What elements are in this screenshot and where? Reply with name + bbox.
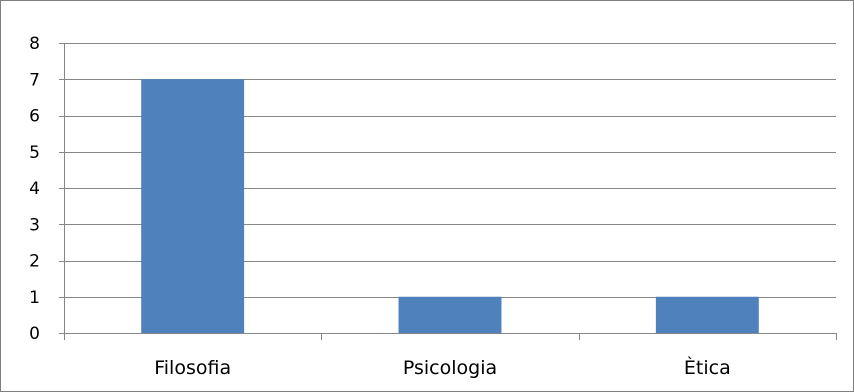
x-category-labels: Filosofia Psicologia Ètica <box>154 356 731 379</box>
bar-psicologia <box>399 297 502 333</box>
y-tick-label: 5 <box>29 143 40 163</box>
y-tick-label: 3 <box>29 215 40 235</box>
y-tick-label: 7 <box>29 70 40 90</box>
y-tick-labels: 0 1 2 3 4 5 6 7 8 <box>29 34 40 344</box>
y-tick-label: 0 <box>29 324 40 344</box>
x-category-label: Ètica <box>684 356 731 379</box>
y-tick-label: 1 <box>29 288 40 308</box>
bars <box>141 79 759 333</box>
y-tick-label: 8 <box>29 34 40 54</box>
bar-filosofia <box>141 79 244 333</box>
y-tick-label: 4 <box>29 179 40 199</box>
x-category-label: Psicologia <box>403 357 497 379</box>
y-tick-label: 6 <box>29 107 40 127</box>
x-category-label: Filosofia <box>154 357 231 379</box>
bar-ètica <box>656 297 759 333</box>
y-tick-label: 2 <box>29 252 40 272</box>
